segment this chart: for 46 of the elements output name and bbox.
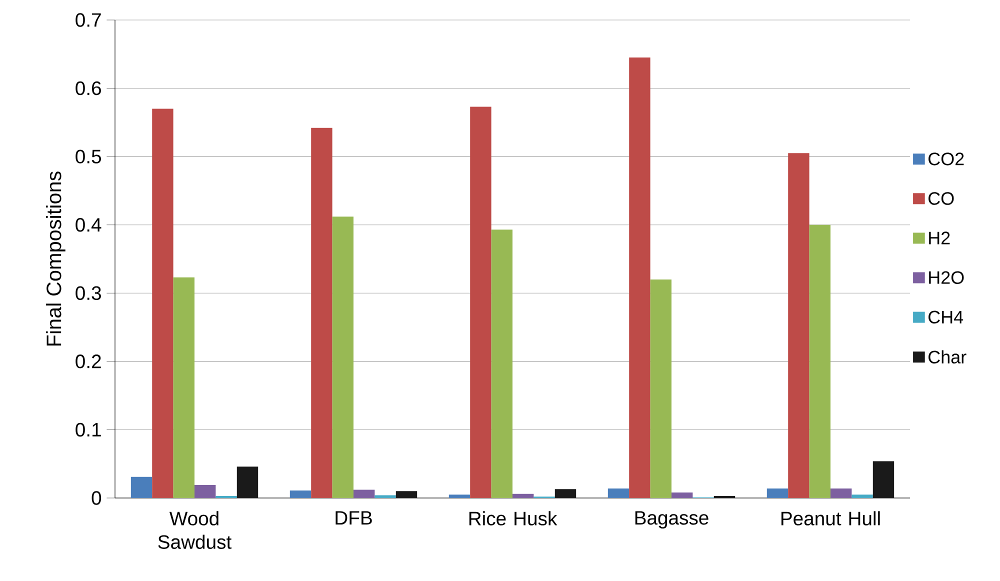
x-tick-label: Bagasse — [635, 511, 708, 529]
legend-label: CO2 — [928, 152, 964, 166]
y-tick-label: 0.4 — [76, 218, 102, 232]
y-tick-label: 0.5 — [76, 150, 101, 164]
bar — [173, 277, 194, 498]
y-tick-label: 0.3 — [76, 286, 101, 300]
bar — [650, 279, 672, 498]
y-tick-label: 0 — [92, 491, 102, 505]
bar — [332, 216, 354, 498]
bar — [396, 491, 418, 498]
bar — [872, 461, 894, 498]
bar — [766, 488, 788, 498]
bar — [236, 466, 258, 498]
bar — [608, 488, 630, 498]
bar — [470, 106, 492, 498]
x-tick-label: Wood Sawdust — [158, 511, 232, 549]
legend-label: CH4 — [928, 310, 964, 324]
bar — [852, 494, 873, 498]
x-tick-label: Rice Husk — [469, 511, 558, 526]
bar — [354, 490, 375, 498]
bar — [491, 230, 512, 498]
legend-label: H2 — [929, 232, 950, 244]
bar — [672, 492, 693, 498]
bar — [554, 489, 576, 498]
bar — [512, 494, 534, 498]
legend-label: CO — [928, 192, 954, 205]
bar — [629, 58, 650, 498]
bar — [448, 494, 470, 498]
legend-label: Char — [928, 350, 966, 364]
y-tick-label: 0.7 — [76, 13, 101, 27]
bar — [290, 490, 312, 498]
bar — [809, 224, 830, 498]
bar — [130, 476, 152, 498]
legend-label: H2O — [929, 271, 964, 284]
x-tick-label: Peanut Hull — [781, 511, 880, 526]
bar — [788, 153, 810, 498]
y-axis-title: Final Compositions — [46, 172, 66, 346]
bar — [194, 485, 216, 498]
y-tick-label: 0.2 — [76, 354, 101, 368]
y-tick-label: 0.1 — [76, 422, 101, 437]
bar — [830, 488, 852, 498]
bar — [152, 108, 174, 498]
bar — [311, 128, 332, 498]
y-tick-label: 0.6 — [76, 81, 101, 96]
x-tick-label: DFB — [336, 511, 372, 525]
bar — [374, 495, 396, 498]
